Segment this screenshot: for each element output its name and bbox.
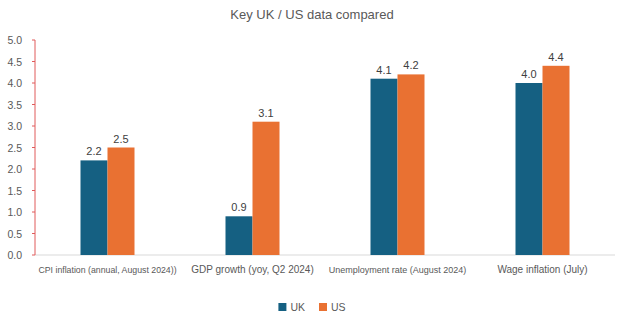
legend-swatch xyxy=(278,303,286,311)
legend-label: UK xyxy=(290,301,305,313)
data-label: 3.1 xyxy=(258,107,273,119)
legend-label: US xyxy=(331,301,346,313)
data-label: 4.2 xyxy=(403,59,418,71)
y-tick-label: 0.0 xyxy=(7,249,22,261)
bar xyxy=(81,160,108,255)
bars xyxy=(81,66,570,255)
data-label: 2.5 xyxy=(113,133,128,145)
y-tick-label: 2.0 xyxy=(7,163,22,175)
y-tick-label: 1.5 xyxy=(7,185,22,197)
data-label: 4.1 xyxy=(376,64,391,76)
y-tick-label: 4.5 xyxy=(7,56,22,68)
y-tick-label: 5.0 xyxy=(7,34,22,46)
legend: UK US xyxy=(278,301,345,313)
chart: Key UK / US data compared 0.0 0.5 1.0 1.5 2.0… xyxy=(0,0,624,329)
data-label: 0.9 xyxy=(231,201,246,213)
bar xyxy=(371,79,398,255)
data-label: 2.2 xyxy=(86,145,101,157)
y-tick-label: 0.5 xyxy=(7,228,22,240)
data-label: 4.0 xyxy=(521,68,536,80)
bar xyxy=(398,74,425,255)
bar xyxy=(516,83,543,255)
y-tick-label: 3.0 xyxy=(7,120,22,132)
y-tick-label: 1.0 xyxy=(7,206,22,218)
bar xyxy=(543,66,570,255)
bar xyxy=(108,148,135,256)
legend-item: US xyxy=(319,301,346,313)
x-tick-label: GDP growth (yoy, Q2 2024) xyxy=(191,264,313,275)
y-tick-label: 4.0 xyxy=(7,77,22,89)
x-tick-label: Wage inflation (July) xyxy=(497,264,587,275)
y-tick-label: 2.5 xyxy=(7,142,22,154)
y-tick-label: 3.5 xyxy=(7,99,22,111)
bar xyxy=(226,216,253,255)
data-label: 4.4 xyxy=(548,51,563,63)
bar xyxy=(253,122,280,255)
chart-title: Key UK / US data compared xyxy=(230,7,393,22)
x-tick-label: Unemployment rate (August 2024) xyxy=(329,265,467,275)
data-labels: 2.2 2.5 0.9 3.1 4.1 4.2 4.0 4.4 xyxy=(86,51,563,214)
legend-swatch xyxy=(319,303,327,311)
x-tick-label: CPI inflation (annual, August 2024)) xyxy=(38,265,176,275)
legend-item: UK xyxy=(278,301,305,313)
y-axis-line xyxy=(35,40,36,255)
